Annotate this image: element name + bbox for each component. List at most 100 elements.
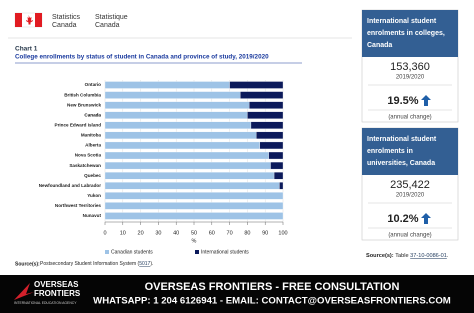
x-tick-label: 30 <box>155 230 161 236</box>
y-tick-label: Prince Edward Island <box>55 123 102 128</box>
y-tick-label: Quebec <box>84 173 101 178</box>
bar <box>259 141 284 150</box>
x-tick-label: 80 <box>244 230 250 236</box>
y-tick-label: New Brunswick <box>67 102 101 107</box>
y-tick-label: Saskatchewan <box>69 163 101 168</box>
panel-source-link[interactable]: 37-10-0086-01 <box>410 253 447 259</box>
panel-source-text: . <box>447 253 449 259</box>
brand-name: OVERSEAS <box>34 280 79 289</box>
x-tick-label: 60 <box>209 230 215 236</box>
y-tick-label: Alberta <box>85 143 101 148</box>
y-tick-label: British Columbia <box>64 92 101 97</box>
panel-period: 2019/2020 <box>396 75 425 81</box>
legend-label: International students <box>201 250 249 256</box>
bar <box>240 91 284 99</box>
bar <box>104 131 257 140</box>
y-tick-label: Nunavut <box>83 213 102 218</box>
y-tick-label: Manitoba <box>81 133 102 138</box>
bar <box>268 151 284 160</box>
bar <box>104 121 252 129</box>
x-tick-label: 70 <box>227 230 233 236</box>
y-tick-label: Canada <box>84 112 101 117</box>
panel-header <box>362 128 458 175</box>
bar <box>249 101 284 109</box>
bar <box>104 81 230 89</box>
panel-change: 10.2% <box>387 213 418 225</box>
bar <box>104 172 275 180</box>
agency-en: Canada <box>52 22 77 29</box>
bar <box>247 111 284 119</box>
panel-title: International student <box>367 136 437 143</box>
chart-label: Chart 1 <box>15 46 38 53</box>
source-label: Source(s): <box>15 261 40 267</box>
panel-title: Canada <box>367 42 392 49</box>
chart-title: College enrollments by status of student… <box>15 54 269 61</box>
banner-contact: WHATSAPP: 1 204 6126941 - EMAIL: CONTACT… <box>93 296 451 307</box>
bar <box>273 172 284 180</box>
legend-swatch <box>105 250 109 254</box>
source-link[interactable]: 5017 <box>139 261 150 267</box>
panel-source-label: Source(s): <box>366 253 394 259</box>
bar <box>104 161 271 170</box>
x-tick-label: 100 <box>278 230 287 236</box>
panel-value: 153,360 <box>390 61 430 73</box>
bar <box>104 141 261 150</box>
x-tick-label: 50 <box>191 230 197 236</box>
panel-value: 235,422 <box>390 179 430 191</box>
panel-title: enrolments in <box>367 148 413 155</box>
panel-change-label: (annual change) <box>388 115 431 121</box>
x-tick-label: 90 <box>262 230 268 236</box>
bar <box>104 91 241 99</box>
bar <box>104 202 284 210</box>
source-text: Postsecondary Student Information System… <box>40 261 140 267</box>
banner-headline: OVERSEAS FRONTIERS - FREE CONSULTATION <box>145 281 400 293</box>
agency-en: Statistics <box>52 14 81 21</box>
panels: International student enrolments in colle… <box>361 9 459 241</box>
panel-title: International student <box>367 18 437 25</box>
panel-change: 19.5% <box>387 95 418 107</box>
source-text: Postsecondary Student Information System… <box>40 261 153 267</box>
bar <box>256 131 284 140</box>
bar <box>104 101 250 109</box>
bar <box>104 212 284 220</box>
source-text: ). <box>150 261 153 267</box>
bar <box>279 182 284 190</box>
y-tick-label: Yukon <box>87 193 101 198</box>
up-arrow <box>421 213 431 224</box>
panel-source-label: Source(s): Table 37-10-0086-01. <box>366 253 449 259</box>
bar <box>270 161 284 170</box>
x-tick-label: 40 <box>173 230 179 236</box>
brand-name: FRONTIERS <box>34 289 81 298</box>
plot: 0 10 20 30 40 50 60 70 80 90 100% Ontario British Co… <box>39 80 288 256</box>
panel-source-text: Table <box>395 253 408 259</box>
y-tick-label: Ontario <box>85 82 102 87</box>
bar <box>104 111 248 119</box>
y-tick-label: Northwest Territories <box>55 203 102 208</box>
legend-label: Canadian students <box>111 250 153 256</box>
bar <box>229 81 284 89</box>
y-tick-label: Newfoundland and Labrador <box>39 183 101 188</box>
legend-swatch <box>195 250 199 254</box>
bar <box>104 192 284 200</box>
bar <box>104 151 269 160</box>
canada-flag <box>14 12 43 28</box>
banner <box>0 275 474 313</box>
panel-title: universities, Canada <box>367 160 435 167</box>
bar <box>250 121 284 129</box>
panel-period: 2019/2020 <box>396 193 425 199</box>
panel-change-label: (annual change) <box>388 233 431 239</box>
panel-title: enrolments in colleges, <box>367 30 445 37</box>
x-tick-label: 10 <box>120 230 126 236</box>
brand-logo <box>14 283 34 300</box>
agency-fr: Statistique <box>95 14 128 21</box>
up-arrow <box>421 95 431 106</box>
bar <box>104 182 280 190</box>
y-tick-label: Nova Scotia <box>75 153 102 158</box>
agency-fr: Canada <box>95 22 120 29</box>
brand-tagline: INTERNATIONAL EDUCATION AGENCY <box>14 301 77 305</box>
x-tick-label: 0 <box>103 230 106 236</box>
x-tick-label: 20 <box>138 230 144 236</box>
x-axis-label: % <box>192 238 197 244</box>
panel-header <box>362 10 458 57</box>
